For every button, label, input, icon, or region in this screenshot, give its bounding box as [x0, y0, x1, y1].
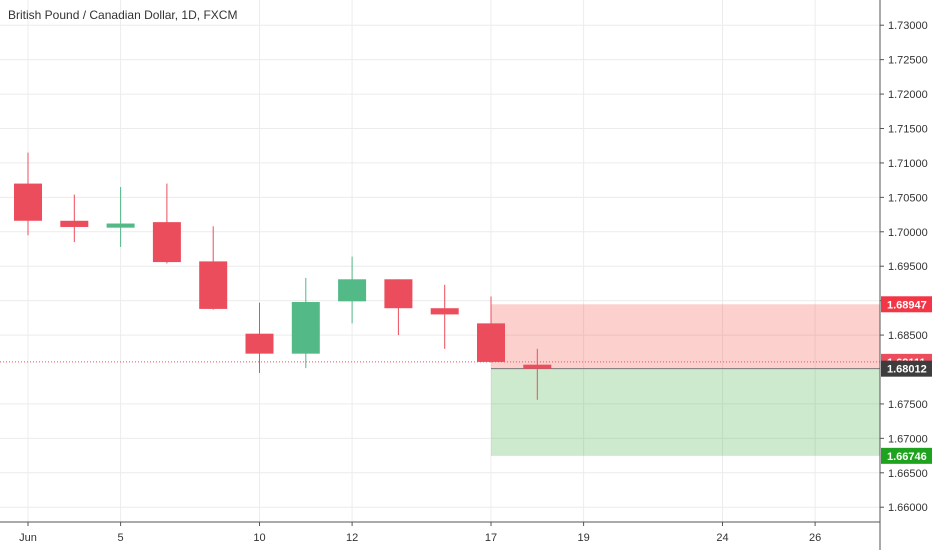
chart-title: British Pound / Canadian Dollar, 1D, FXC… [8, 8, 238, 22]
y-tick-label: 1.72000 [888, 89, 928, 101]
y-tick-label: 1.66500 [888, 468, 928, 480]
candle [291, 277, 320, 369]
y-tick-label: 1.66000 [888, 502, 928, 514]
candles [14, 152, 552, 400]
candle-body [523, 364, 552, 369]
x-tick-label: 17 [485, 532, 497, 544]
stop-price-label-text: 1.68947 [887, 299, 927, 311]
x-tick-label: 26 [809, 532, 821, 544]
candle-body [199, 261, 228, 309]
entry-price-label: 1.68012 [881, 360, 932, 377]
candle-body [106, 223, 135, 228]
candle [152, 183, 181, 264]
x-tick-label: 19 [577, 532, 589, 544]
entry-price-label-bg [881, 360, 932, 377]
x-tick-label: 12 [346, 532, 358, 544]
y-tick-label: 1.73000 [888, 20, 928, 32]
candle-body [384, 279, 413, 309]
candle [384, 279, 413, 336]
candle [199, 226, 228, 310]
y-tick-label: 1.70000 [888, 227, 928, 239]
candle-body [60, 220, 89, 227]
entry-price-label-text: 1.68012 [887, 364, 927, 376]
candle [477, 296, 505, 363]
target-price-label: 1.66746 [881, 447, 932, 464]
candle [60, 194, 89, 243]
y-tick-label: 1.70500 [888, 192, 928, 204]
candle [523, 348, 552, 400]
candle-body [14, 183, 42, 221]
candle [14, 152, 42, 236]
y-tick-labels: 1.73000 1.72500 1.72000 1.71500 1.71000 1.705… [880, 20, 928, 514]
target-price-label-text: 1.66746 [887, 451, 927, 463]
y-tick-label: 1.72500 [888, 55, 928, 67]
candle-body [477, 323, 505, 362]
y-tick-label: 1.69500 [888, 261, 928, 273]
target-price-label-bg [881, 447, 932, 464]
candle-body [291, 302, 320, 354]
candle-body [245, 333, 274, 354]
y-tick-label: 1.67500 [888, 399, 928, 411]
candle [430, 284, 459, 349]
stop-price-label: 1.68947 [881, 296, 932, 313]
x-tick-label: 24 [716, 532, 728, 544]
stop-loss-zone [491, 304, 880, 369]
x-tick-label: 10 [253, 532, 265, 544]
candle [106, 187, 135, 247]
candle-body [430, 308, 459, 315]
y-tick-label: 1.71000 [888, 158, 928, 170]
candle [245, 302, 274, 373]
candle [338, 256, 367, 324]
take-profit-zone [491, 368, 880, 456]
x-tick-labels: Jun 5 10 12 17 19 24 26 [19, 522, 821, 544]
candle-body [338, 279, 367, 302]
candle-body [152, 222, 181, 263]
y-tick-label: 1.68500 [888, 330, 928, 342]
x-tick-label: 5 [118, 532, 124, 544]
y-tick-label: 1.67000 [888, 433, 928, 445]
stop-price-label-bg [881, 296, 932, 313]
x-tick-label: Jun [19, 532, 37, 544]
y-tick-label: 1.71500 [888, 124, 928, 136]
